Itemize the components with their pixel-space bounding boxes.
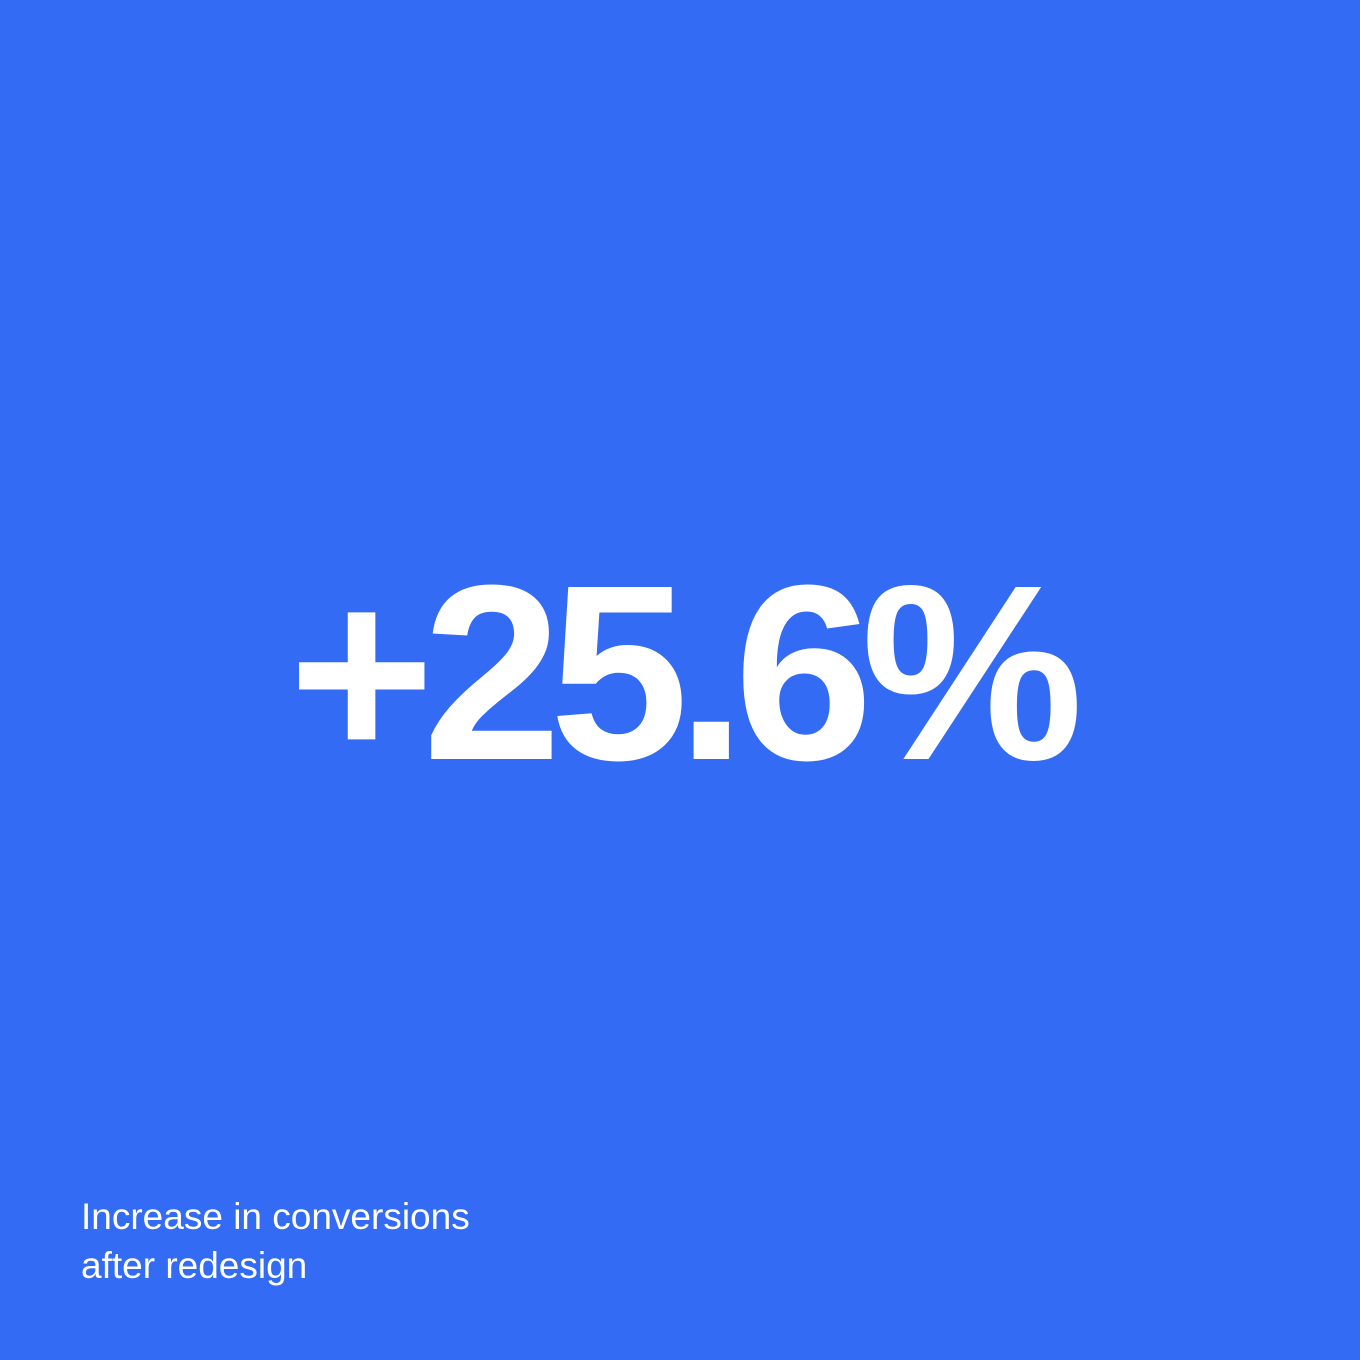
caption-line-2: after redesign	[81, 1245, 308, 1286]
caption-line-1: Increase in conversions	[81, 1196, 470, 1237]
stat-caption: Increase in conversions after redesign	[81, 1192, 781, 1290]
stat-value: +25.6%	[288, 533, 1084, 812]
